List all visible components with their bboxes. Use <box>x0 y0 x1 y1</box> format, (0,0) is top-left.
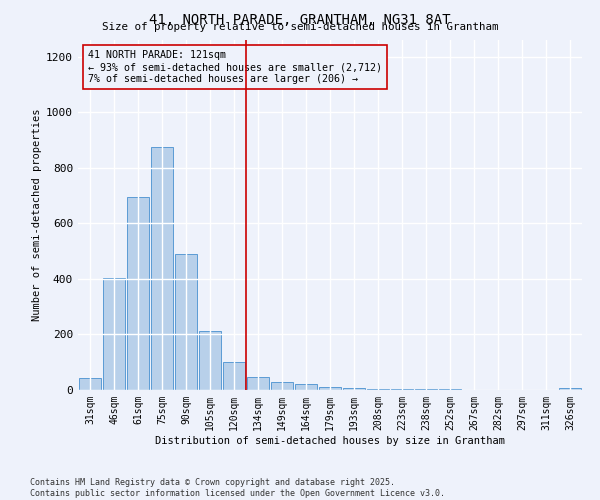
Text: Size of property relative to semi-detached houses in Grantham: Size of property relative to semi-detach… <box>102 22 498 32</box>
Bar <box>319 386 341 390</box>
Bar <box>79 378 101 390</box>
Bar <box>559 388 581 390</box>
Bar <box>223 362 245 390</box>
Text: 41, NORTH PARADE, GRANTHAM, NG31 8AT: 41, NORTH PARADE, GRANTHAM, NG31 8AT <box>149 12 451 26</box>
Bar <box>367 388 389 390</box>
Text: 41 NORTH PARADE: 121sqm
← 93% of semi-detached houses are smaller (2,712)
7% of : 41 NORTH PARADE: 121sqm ← 93% of semi-de… <box>88 50 382 84</box>
X-axis label: Distribution of semi-detached houses by size in Grantham: Distribution of semi-detached houses by … <box>155 436 505 446</box>
Bar <box>175 254 197 390</box>
Bar <box>151 147 173 390</box>
Text: Contains HM Land Registry data © Crown copyright and database right 2025.
Contai: Contains HM Land Registry data © Crown c… <box>30 478 445 498</box>
Bar <box>343 388 365 390</box>
Bar <box>271 382 293 390</box>
Bar <box>127 197 149 390</box>
Bar <box>103 278 125 390</box>
Bar <box>391 389 413 390</box>
Bar <box>247 377 269 390</box>
Bar <box>199 331 221 390</box>
Y-axis label: Number of semi-detached properties: Number of semi-detached properties <box>32 109 42 322</box>
Bar <box>295 384 317 390</box>
